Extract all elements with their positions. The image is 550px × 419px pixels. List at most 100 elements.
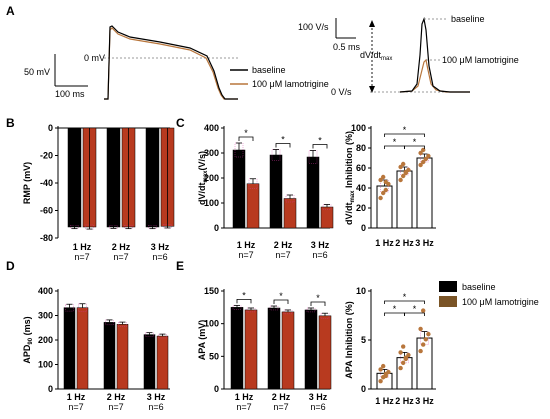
- data-point: [421, 342, 426, 347]
- y-tick-label: 60: [356, 163, 366, 173]
- significance-bracket: [310, 301, 326, 306]
- bar: [306, 156, 320, 229]
- significance-star: *: [242, 290, 246, 300]
- scale-bar-time-label: 100 ms: [55, 89, 85, 99]
- y-tick-label: 0: [48, 123, 53, 133]
- y-tick-label: 300: [38, 311, 53, 321]
- bar: [143, 334, 156, 390]
- data-point: [418, 162, 423, 168]
- bar: [416, 157, 433, 229]
- ap-trace-baseline: [104, 25, 238, 100]
- scale-bar-time-label-right: 0.5 ms: [333, 42, 361, 52]
- scale-bar-voltage-label: 50 mV: [24, 67, 50, 77]
- data-point: [383, 179, 388, 185]
- data-point: [378, 195, 383, 201]
- significance-bracket: [384, 300, 425, 304]
- y-tick-label: 0: [214, 223, 219, 233]
- y-axis-label: APA (mV): [197, 320, 207, 361]
- bar: [304, 309, 318, 390]
- n-label: n=6: [148, 402, 163, 412]
- bar-legend: baseline 100 μM lamotrigine: [439, 281, 539, 307]
- data-point: [403, 170, 408, 176]
- data-point: [401, 360, 406, 366]
- data-point: [426, 331, 431, 337]
- significance-star: *: [244, 128, 248, 138]
- data-point: [381, 174, 386, 180]
- significance-bracket: [404, 312, 425, 316]
- bar: [246, 183, 260, 229]
- y-tick-label: 0: [361, 223, 366, 233]
- significance-star: *: [393, 137, 397, 147]
- y-tick-label: 0: [361, 384, 366, 394]
- data-point: [378, 177, 383, 183]
- y-tick-label: 200: [204, 173, 219, 183]
- y-tick-label: 0: [48, 384, 53, 394]
- x-tick-label: 1 Hz: [67, 392, 86, 402]
- data-point: [398, 164, 403, 170]
- data-point: [381, 190, 386, 196]
- bar: [232, 149, 246, 229]
- panel-label-a: A: [6, 4, 15, 18]
- y-tick-label: 0: [214, 384, 219, 394]
- n-label: n=7: [74, 252, 89, 262]
- significance-star: *: [318, 136, 322, 146]
- data-point: [421, 159, 426, 165]
- x-tick-label: 3 Hz: [147, 392, 166, 402]
- y-axis-label: APA Inhibition (%): [344, 301, 354, 378]
- bar: [283, 198, 297, 229]
- y-axis-label: RMP (mV): [22, 162, 32, 204]
- n-label: n=7: [236, 402, 251, 412]
- y-tick-label: -60: [40, 206, 53, 216]
- panel-label-c: C: [176, 116, 185, 130]
- significance-star: *: [279, 291, 283, 301]
- bar: [156, 335, 169, 390]
- data-point: [401, 344, 406, 349]
- significance-star: *: [393, 304, 397, 314]
- x-tick-label: 1 Hz: [237, 240, 256, 250]
- y-tick-label: 100: [351, 123, 366, 133]
- legend-box-baseline: [439, 281, 457, 292]
- x-tick-label: 1 Hz: [375, 396, 394, 406]
- n-label: n=7: [113, 252, 128, 262]
- significance-star: *: [413, 304, 417, 314]
- y-tick-label: 10: [356, 286, 366, 296]
- data-point: [406, 167, 411, 173]
- n-label: n=7: [275, 250, 290, 260]
- significance-star: *: [403, 292, 407, 302]
- bar: [103, 322, 116, 390]
- scale-bar-rate-label: 100 V/s: [298, 22, 329, 32]
- data-point: [418, 348, 423, 354]
- y-axis-label: dV/dtmax Inhibition (%): [344, 131, 356, 225]
- data-point: [426, 153, 431, 159]
- x-tick-label: 1 Hz: [375, 238, 394, 248]
- panel-label-d: D: [6, 259, 15, 273]
- y-tick-label: 100: [204, 198, 219, 208]
- y-tick-label: 5: [361, 335, 366, 345]
- y-axis-label: APD90 (ms): [22, 316, 34, 363]
- action-potential-panel: 0 mV 50 mV 100 ms baseline 100 μM lamotr…: [24, 25, 329, 100]
- x-tick-label: 2 Hz: [112, 242, 131, 252]
- dvdt-max-arrow-head-top: [369, 20, 375, 27]
- y-tick-label: -20: [40, 151, 53, 161]
- panel-label-b: B: [6, 116, 15, 130]
- y-tick-label: 80: [356, 143, 366, 153]
- x-tick-label: 3 Hz: [415, 238, 434, 248]
- x-tick-label: 3 Hz: [415, 396, 434, 406]
- significance-star: *: [413, 137, 417, 147]
- bar: [267, 307, 281, 390]
- bar: [320, 206, 334, 229]
- data-point: [421, 308, 426, 313]
- significance-bracket: [404, 145, 425, 149]
- data-point: [423, 156, 428, 162]
- y-tick-label: 200: [38, 335, 53, 345]
- n-label: n=7: [238, 250, 253, 260]
- dvdt-lamotrigine-label: 100 μM lamotrigine: [442, 55, 519, 65]
- dvdt-panel: 100 V/s 0.5 ms 0 V/s baseline 100 μM lam…: [298, 14, 519, 97]
